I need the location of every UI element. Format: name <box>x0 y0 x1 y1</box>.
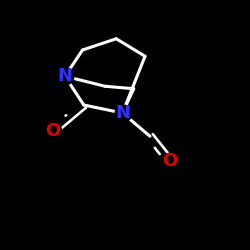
Text: N: N <box>58 67 72 85</box>
Text: N: N <box>115 104 130 122</box>
Text: O: O <box>162 152 178 170</box>
Text: O: O <box>45 122 60 140</box>
